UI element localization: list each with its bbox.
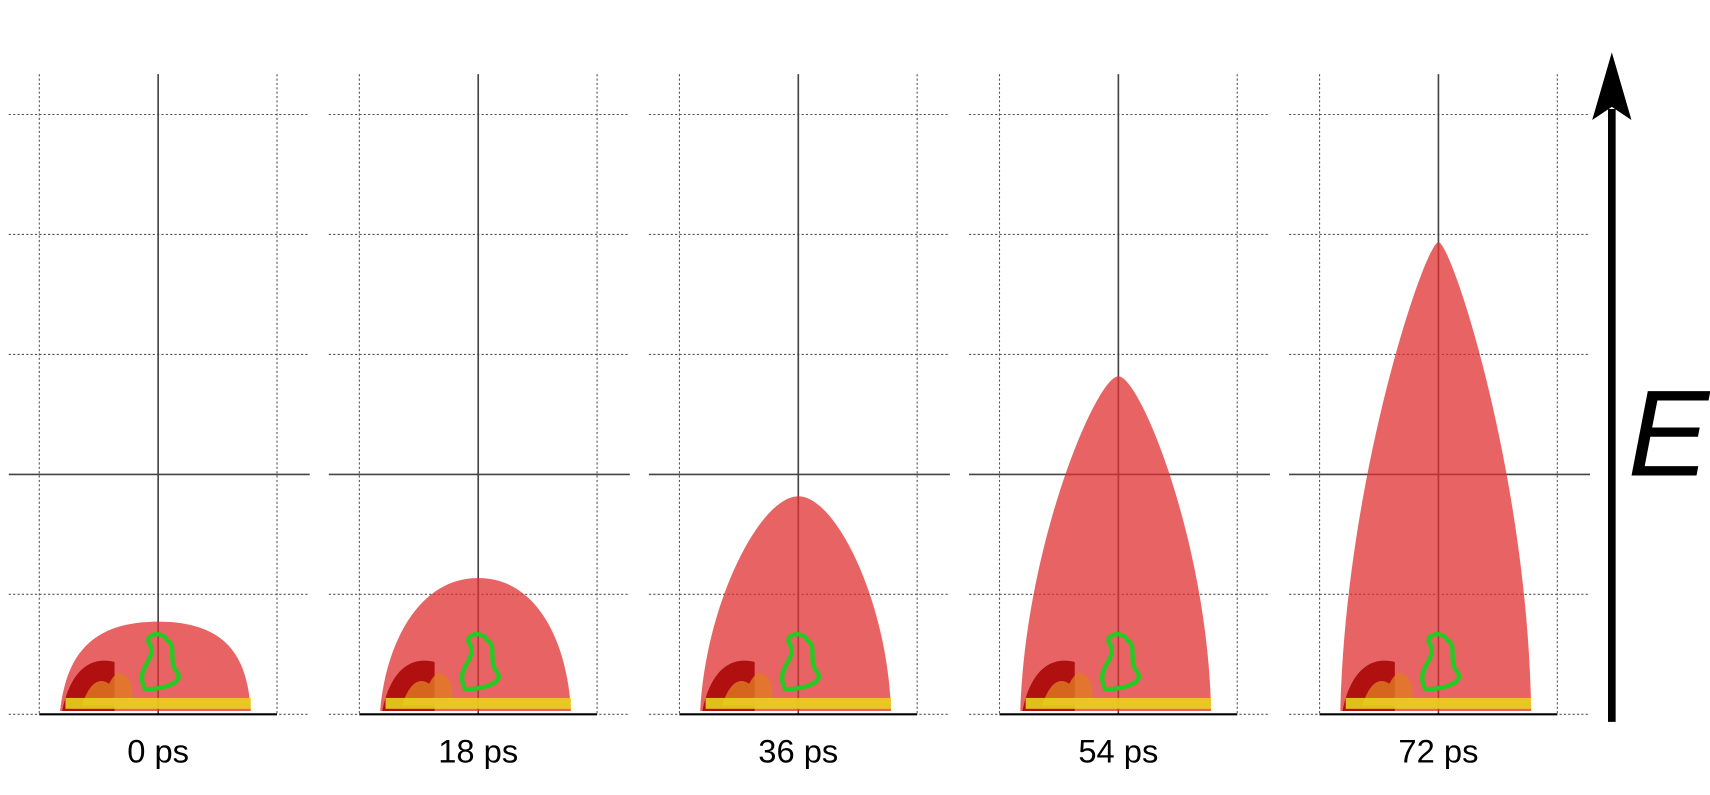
protein-orange: [81, 672, 133, 706]
time-label: 36 ps: [758, 732, 838, 769]
time-label: 18 ps: [438, 732, 518, 769]
droplet: [700, 496, 891, 712]
substrate-yellow: [1025, 697, 1212, 709]
protein-green: [779, 632, 821, 692]
time-label: 72 ps: [1398, 732, 1478, 769]
time-label: 54 ps: [1078, 732, 1158, 769]
droplet: [1340, 242, 1532, 712]
droplet: [1020, 376, 1212, 712]
protein-green: [139, 632, 181, 692]
time-label: 0 ps: [127, 732, 189, 769]
protein-green: [459, 632, 501, 692]
protein-green: [1420, 632, 1462, 692]
substrate-yellow: [385, 697, 571, 709]
protein-orange: [721, 672, 773, 706]
substrate-yellow: [65, 697, 251, 709]
protein-orange: [1042, 672, 1093, 706]
substrate-yellow: [705, 697, 891, 709]
field-arrow-head: [1592, 52, 1632, 120]
protein-orange: [1362, 672, 1413, 706]
protein-orange: [401, 672, 453, 706]
protein-green: [1100, 632, 1141, 692]
substrate-yellow: [1345, 697, 1532, 709]
field-label: E: [1628, 364, 1710, 501]
